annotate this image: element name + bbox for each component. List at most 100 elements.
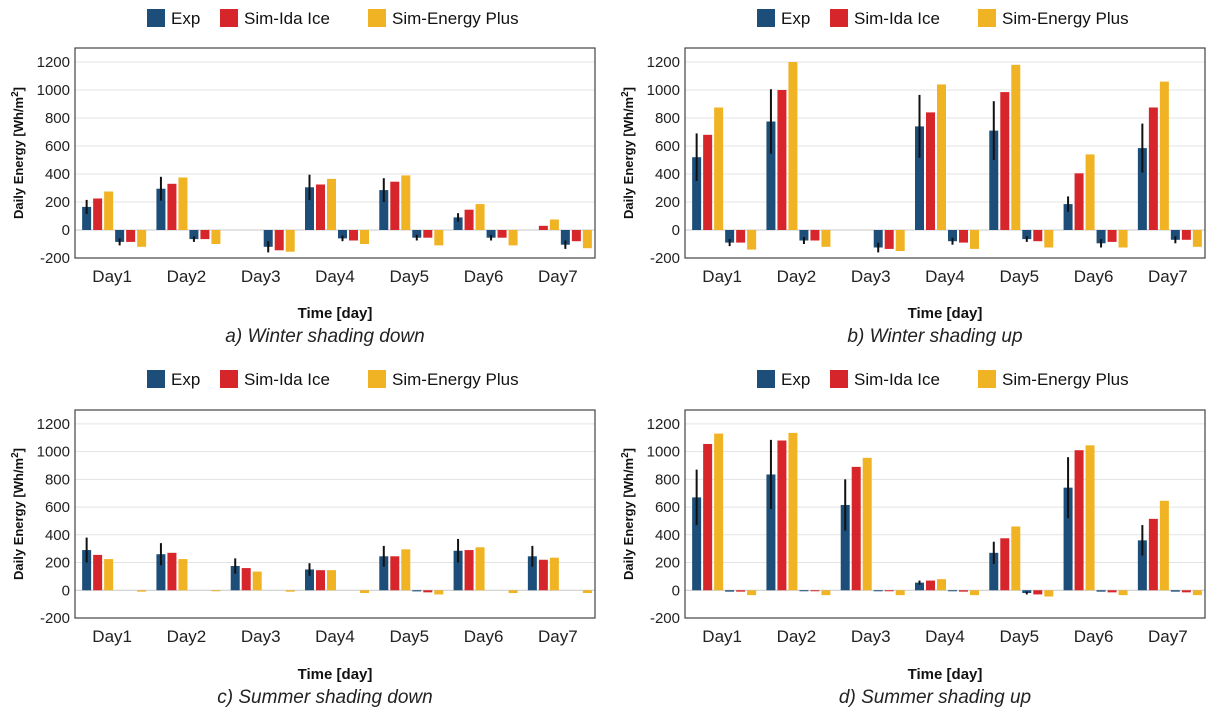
bar <box>736 230 746 243</box>
bar <box>338 230 347 239</box>
x-tick-label: Day6 <box>464 267 504 286</box>
bar <box>1118 590 1128 596</box>
y-tick-label: 200 <box>655 194 680 211</box>
y-tick-label: 1200 <box>37 416 70 433</box>
legend-swatch-2 <box>830 370 848 388</box>
bar <box>821 230 831 247</box>
bar <box>379 190 389 230</box>
x-axis-title: Time [day] <box>298 305 373 322</box>
legend: Exp Sim-Ida Ice Sim-Energy Plus <box>757 370 1129 389</box>
bar <box>475 547 485 591</box>
y-axis-title: Daily Energy [Wh/m2] <box>10 87 26 219</box>
bar <box>189 230 199 240</box>
bar <box>1148 518 1158 591</box>
legend-swatch-1 <box>147 9 165 27</box>
y-tick-label: 400 <box>655 166 680 183</box>
bar <box>475 204 485 230</box>
legend-swatch-3 <box>368 9 386 27</box>
y-axis-title: Daily Energy [Wh/m2] <box>10 448 26 580</box>
bar <box>167 183 177 230</box>
bar <box>788 62 798 230</box>
y-tick-label: 600 <box>655 138 680 155</box>
y-tick-label: 400 <box>45 166 70 183</box>
x-tick-label: Day5 <box>999 627 1039 646</box>
bar <box>360 590 369 594</box>
y-tick-label: 800 <box>655 471 680 488</box>
bar <box>692 157 702 230</box>
bar <box>1148 107 1158 230</box>
bar <box>349 230 358 241</box>
panel-caption: c) Summer shading down <box>217 687 432 708</box>
y-tick-label: -200 <box>650 610 680 627</box>
bar <box>926 112 935 230</box>
bar <box>937 84 946 231</box>
bar <box>156 554 166 591</box>
bar <box>360 230 369 244</box>
bar <box>989 130 999 230</box>
bar <box>434 230 444 246</box>
y-tick-label: 600 <box>655 499 680 516</box>
bar <box>178 177 188 230</box>
bar <box>423 230 433 238</box>
y-tick-label: 0 <box>62 582 70 599</box>
legend-label-1: Exp <box>171 370 200 389</box>
bar <box>508 230 518 246</box>
bar <box>305 569 314 591</box>
bar <box>582 590 592 594</box>
y-tick-label: 1000 <box>647 444 680 461</box>
bar <box>497 230 507 238</box>
x-tick-label: Day1 <box>92 627 132 646</box>
chart-panel-3: Exp Sim-Ida Ice Sim-Energy Plus -200 0 200 400… <box>10 370 596 708</box>
legend-label-2: Sim-Ida Ice <box>854 370 940 389</box>
bar <box>1063 487 1073 591</box>
bar <box>527 556 537 591</box>
bar <box>285 230 295 252</box>
bar <box>1192 590 1202 596</box>
bar <box>915 582 924 591</box>
bar <box>1011 64 1021 230</box>
x-axis-title: Time [day] <box>298 666 373 683</box>
bar <box>1033 230 1043 242</box>
bar <box>464 550 474 591</box>
plot-frame <box>684 47 1206 259</box>
legend-label-1: Exp <box>171 9 200 28</box>
x-tick-label: Day7 <box>538 627 578 646</box>
x-tick-label: Day2 <box>167 627 207 646</box>
bar <box>1074 173 1084 230</box>
bar <box>948 590 957 592</box>
bar <box>316 570 325 591</box>
x-tick-label: Day7 <box>538 267 578 286</box>
bar <box>200 230 210 240</box>
y-tick-label: 200 <box>45 194 70 211</box>
bar <box>285 590 295 592</box>
bar <box>571 230 581 242</box>
bar <box>305 187 314 230</box>
bar <box>263 230 273 247</box>
bar <box>959 590 968 592</box>
y-tick-label: -200 <box>650 250 680 267</box>
bar <box>1107 590 1117 593</box>
legend: Exp Sim-Ida Ice Sim-Energy Plus <box>757 9 1129 28</box>
bar <box>1118 230 1128 248</box>
bar <box>1192 230 1202 247</box>
bar <box>274 230 284 251</box>
y-tick-label: 1000 <box>37 444 70 461</box>
bar <box>703 134 713 230</box>
bar <box>1000 538 1010 591</box>
panel-caption: b) Winter shading up <box>847 326 1022 347</box>
y-tick-label: 800 <box>45 110 70 127</box>
bar <box>692 497 702 591</box>
bar <box>167 552 177 591</box>
bar <box>486 230 496 238</box>
chart-panel-2: Exp Sim-Ida Ice Sim-Energy Plus -200 0 200 400… <box>620 9 1206 347</box>
x-tick-label: Day4 <box>315 267 355 286</box>
chart-panel-4: Exp Sim-Ida Ice Sim-Energy Plus -200 0 200 400… <box>620 370 1206 708</box>
x-tick-label: Day4 <box>925 627 965 646</box>
x-tick-label: Day4 <box>315 627 355 646</box>
legend-label-2: Sim-Ida Ice <box>244 9 330 28</box>
legend-label-3: Sim-Energy Plus <box>392 9 519 28</box>
bar <box>327 178 336 230</box>
bar <box>327 570 336 591</box>
x-tick-label: Day6 <box>464 627 504 646</box>
